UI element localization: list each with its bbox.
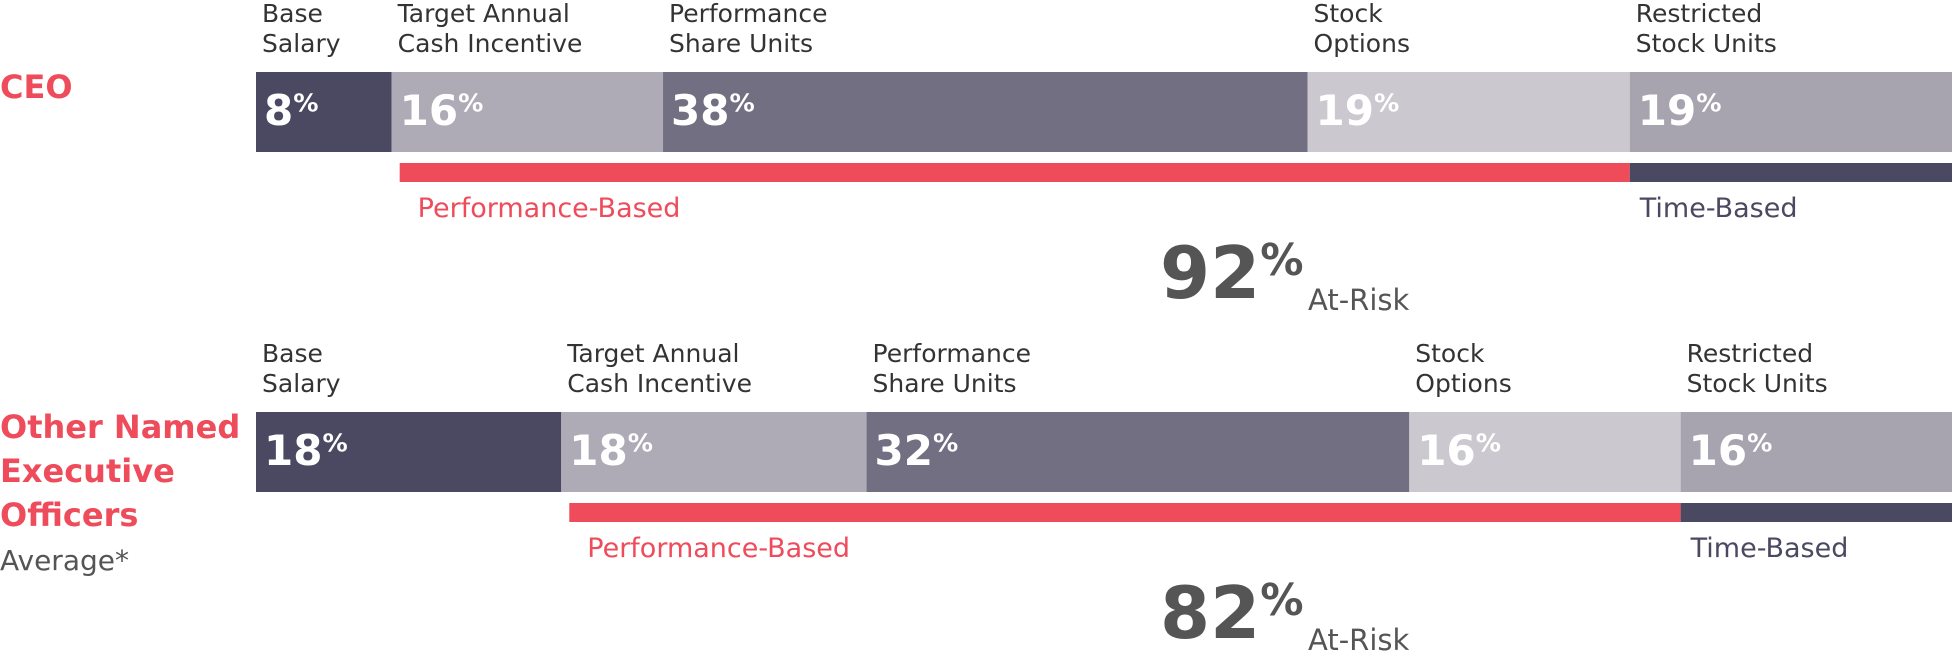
value-label: 18%	[569, 426, 653, 475]
segment-label: Base Salary	[262, 0, 341, 58]
value-label: 18%	[264, 426, 348, 475]
row-title: CEO	[0, 68, 73, 106]
bar-segment	[1409, 412, 1681, 492]
at-risk-value: 82%	[1160, 571, 1303, 655]
row-title: Other Named Executive Officers	[0, 408, 240, 534]
at-risk-text: At-Risk	[1308, 283, 1409, 317]
value-label: 38%	[671, 86, 755, 135]
row-subtitle: Average*	[0, 544, 129, 577]
group-bracket	[1680, 503, 1952, 522]
bar-segment	[561, 412, 867, 492]
value-label: 19%	[1638, 86, 1722, 135]
at-risk-value: 92%	[1160, 231, 1303, 315]
group-bracket	[569, 503, 1681, 522]
segment-label: Base Salary	[262, 339, 341, 398]
value-label: 16%	[400, 86, 484, 135]
group-label: Performance-Based	[587, 533, 850, 564]
segment-label: Performance Share Units	[669, 0, 827, 58]
bar-segment	[256, 72, 392, 152]
segment-label: Stock Options	[1415, 339, 1511, 398]
value-label: 8%	[264, 86, 318, 135]
group-label: Time-Based	[1690, 533, 1849, 564]
value-label: 19%	[1316, 86, 1400, 135]
value-label: 16%	[1417, 426, 1501, 475]
value-label: 32%	[875, 426, 959, 475]
bar-segment	[1629, 72, 1952, 152]
segment-label: Stock Options	[1314, 0, 1410, 58]
group-label: Time-Based	[1639, 193, 1798, 224]
segment-label: Performance Share Units	[873, 339, 1031, 398]
bar-segment	[866, 412, 1410, 492]
bar-segment	[391, 72, 664, 152]
group-bracket	[1629, 163, 1952, 182]
bar-segment	[1680, 412, 1952, 492]
group-label: Performance-Based	[418, 193, 681, 224]
group-bracket	[399, 163, 1630, 182]
segment-label: Target Annual Cash Incentive	[397, 0, 583, 58]
value-label: 16%	[1689, 426, 1773, 475]
bar-segment	[256, 412, 562, 492]
segment-label: Target Annual Cash Incentive	[566, 339, 752, 398]
at-risk-text: At-Risk	[1308, 623, 1409, 657]
bar-segment	[1307, 72, 1630, 152]
segment-label: Restricted Stock Units	[1636, 0, 1777, 58]
bar-segment	[663, 72, 1308, 152]
segment-label: Restricted Stock Units	[1687, 339, 1828, 398]
